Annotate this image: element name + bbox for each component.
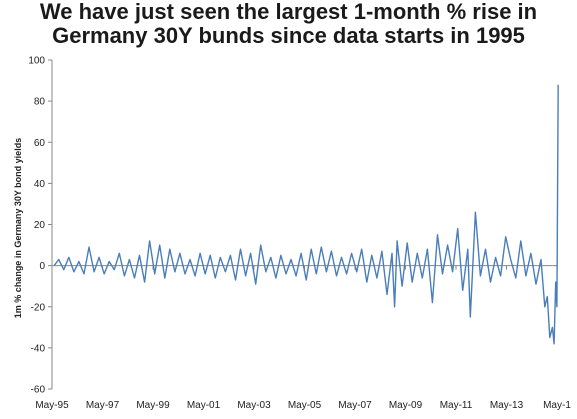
- chart-title-line-1: We have just seen the largest 1-month % …: [39, 0, 538, 24]
- y-tick-label: 100: [28, 56, 45, 67]
- x-tick-label: May-97: [86, 400, 120, 411]
- chart-title: We have just seen the largest 1-month % …: [0, 0, 577, 48]
- series-line-group: [53, 84, 559, 345]
- x-tick-label: May-09: [389, 400, 423, 411]
- x-tick-label: May-11: [440, 400, 473, 411]
- x-tick-label: May-95: [35, 400, 69, 411]
- y-tick-label: -20: [31, 302, 46, 313]
- y-tick-label: 20: [34, 220, 46, 231]
- x-axis: May-95 May-97 May-99 May-01 May-03 May-05 May-…: [35, 265, 571, 411]
- x-tick-label: May-05: [288, 400, 322, 411]
- y-tick-label: 40: [34, 179, 46, 190]
- y-axis: -60 -40 -20 0 20 40 60 80 100: [28, 56, 53, 396]
- x-tick-label: May-1: [543, 400, 571, 411]
- y-tick-label: 80: [34, 97, 46, 108]
- y-tick-label: 0: [39, 261, 45, 272]
- y-tick-label: 60: [34, 138, 46, 149]
- series-line: [53, 84, 559, 345]
- y-axis-label: 1m % change in Germany 30Y bond yields: [13, 138, 23, 318]
- x-tick-label: May-03: [237, 400, 271, 411]
- y-tick-label: -40: [31, 343, 46, 354]
- x-tick-label: May-99: [136, 400, 170, 411]
- y-tick-label: -60: [31, 385, 46, 396]
- x-tick-label: May-13: [490, 400, 524, 411]
- x-tick-label: May-07: [338, 400, 372, 411]
- x-tick-label: May-01: [187, 400, 221, 411]
- chart-title-line-2: Germany 30Y bunds since data starts in 1…: [52, 23, 525, 48]
